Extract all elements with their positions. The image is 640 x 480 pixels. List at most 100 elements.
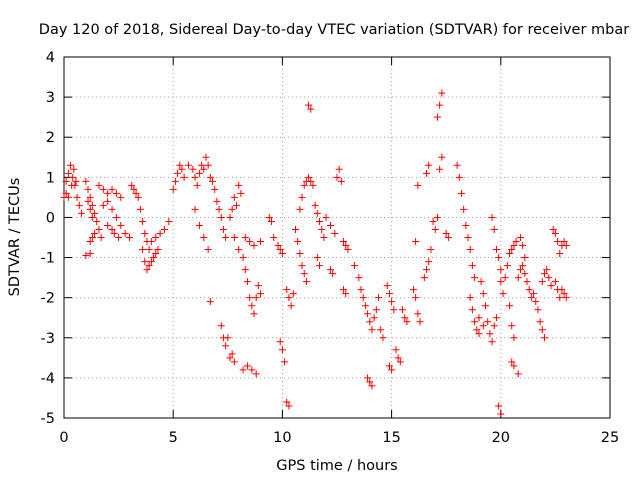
- data-point: [508, 246, 516, 254]
- data-point: [211, 185, 219, 193]
- data-point: [117, 221, 125, 229]
- data-point: [497, 266, 505, 274]
- x-tick-label: 25: [601, 430, 619, 446]
- data-point: [462, 221, 470, 229]
- data-point: [202, 153, 210, 161]
- data-point: [484, 318, 492, 326]
- data-point: [536, 318, 544, 326]
- data-point: [215, 205, 223, 213]
- data-point: [287, 302, 295, 310]
- data-point: [466, 294, 474, 302]
- y-tick-label: 3: [46, 90, 55, 106]
- data-point: [420, 274, 428, 282]
- data-point: [510, 362, 518, 370]
- data-point: [108, 185, 116, 193]
- data-point: [274, 242, 282, 250]
- data-point: [468, 262, 476, 270]
- data-point: [464, 234, 472, 241]
- data-point: [184, 161, 192, 169]
- data-point: [139, 246, 147, 254]
- data-point: [108, 225, 116, 233]
- data-point: [276, 246, 284, 254]
- data-point: [189, 165, 197, 173]
- data-point: [547, 282, 555, 290]
- data-point: [482, 302, 490, 310]
- data-point: [283, 398, 291, 406]
- data-point: [270, 234, 278, 241]
- data-point: [333, 173, 341, 181]
- data-point: [204, 161, 212, 169]
- data-point: [191, 205, 199, 213]
- x-tick-label: 10: [273, 430, 291, 446]
- data-point: [344, 246, 352, 254]
- data-point: [514, 274, 522, 282]
- data-point: [217, 213, 225, 221]
- data-point: [75, 201, 83, 209]
- data-point: [309, 181, 317, 189]
- y-tick-label: 1: [46, 170, 55, 186]
- data-point: [70, 165, 78, 173]
- data-point: [370, 314, 378, 322]
- data-point: [108, 205, 116, 213]
- y-tick-label: -1: [41, 251, 55, 267]
- data-point: [313, 254, 321, 262]
- data-point: [150, 254, 158, 262]
- data-point: [243, 278, 251, 286]
- data-point: [359, 294, 367, 302]
- data-point: [340, 286, 348, 294]
- data-point: [326, 266, 334, 274]
- data-point: [230, 234, 238, 241]
- data-point: [414, 310, 422, 318]
- data-point: [556, 294, 564, 302]
- data-point: [243, 362, 251, 370]
- data-point: [226, 213, 234, 221]
- data-point: [366, 318, 374, 326]
- data-points: [60, 89, 570, 418]
- y-axis-label: SDTVAR / TECUs: [7, 178, 23, 297]
- data-point: [239, 254, 247, 262]
- data-point: [112, 189, 120, 197]
- data-point: [372, 306, 380, 314]
- data-point: [545, 274, 553, 282]
- data-point: [298, 193, 306, 201]
- data-point: [281, 358, 289, 366]
- data-point: [558, 286, 566, 294]
- data-point: [392, 346, 400, 354]
- data-point: [551, 229, 559, 237]
- data-point: [490, 322, 498, 330]
- data-point: [350, 262, 358, 270]
- data-point: [224, 334, 232, 342]
- data-point: [473, 326, 481, 334]
- data-point: [538, 326, 546, 334]
- data-point: [198, 161, 206, 169]
- data-point: [368, 382, 376, 390]
- data-point: [355, 274, 363, 282]
- data-point: [471, 318, 479, 326]
- data-point: [95, 225, 103, 233]
- data-point: [433, 213, 441, 221]
- data-point: [99, 185, 107, 193]
- data-point: [152, 250, 160, 258]
- y-tick-labels: -5 -4 -3 -2 -1 0 1 2 3 4: [41, 50, 55, 427]
- data-point: [104, 189, 112, 197]
- data-point: [320, 234, 328, 241]
- data-point: [423, 266, 431, 274]
- data-point: [492, 246, 500, 254]
- data-point: [442, 229, 450, 237]
- data-point: [180, 173, 188, 181]
- chart-title: Day 120 of 2018, Sidereal Day-to-day VTE…: [39, 22, 629, 38]
- axis-ticks: [63, 56, 611, 419]
- data-point: [300, 181, 308, 189]
- data-point: [191, 173, 199, 181]
- y-tick-label: -4: [41, 371, 55, 387]
- data-point: [305, 101, 313, 109]
- data-point: [322, 213, 330, 221]
- data-point: [235, 246, 243, 254]
- data-point: [335, 165, 343, 173]
- data-point: [436, 165, 444, 173]
- data-point: [519, 242, 527, 250]
- data-point: [132, 189, 140, 197]
- data-point: [534, 306, 542, 314]
- data-point: [195, 169, 203, 177]
